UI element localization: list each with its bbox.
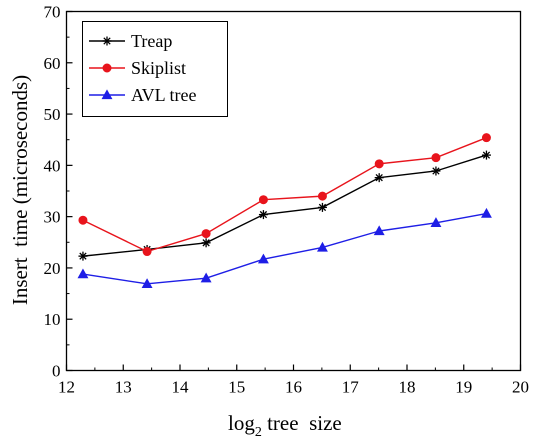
data-point-treap bbox=[481, 150, 491, 160]
x-axis-title-rest: tree size bbox=[262, 411, 342, 435]
data-point-skiplist bbox=[481, 133, 491, 143]
data-point-treap bbox=[431, 166, 441, 176]
x-tick-label: 20 bbox=[512, 378, 529, 397]
x-tick-label: 14 bbox=[172, 378, 190, 397]
data-point-avl-tree bbox=[141, 278, 153, 289]
y-tick-label: 40 bbox=[44, 156, 61, 175]
x-tick-label: 13 bbox=[115, 378, 132, 397]
data-point-skiplist bbox=[374, 159, 384, 169]
legend: Treap Skiplist AVL tree bbox=[82, 21, 228, 117]
data-point-avl-tree bbox=[200, 272, 212, 283]
y-tick-label: 50 bbox=[44, 105, 61, 124]
data-point-treap bbox=[258, 210, 268, 220]
data-point-skiplist bbox=[78, 215, 88, 225]
data-point-treap bbox=[78, 251, 88, 261]
data-point-skiplist bbox=[317, 191, 327, 201]
legend-marker-skiplist bbox=[102, 63, 112, 73]
axes: 12 13 14 15 16 17 18 19 20 0 10 20 30 40 50 60 70 bbox=[44, 3, 530, 397]
data-point-avl-tree bbox=[373, 225, 385, 236]
legend-label-skiplist: Skiplist bbox=[131, 58, 186, 78]
series-line-avl-tree bbox=[82, 212, 487, 285]
data-point-treap bbox=[317, 202, 327, 212]
x-tick-label: 16 bbox=[285, 378, 302, 397]
x-tick-label: 18 bbox=[399, 378, 416, 397]
data-point-skiplist bbox=[142, 247, 152, 257]
series-line-treap bbox=[82, 154, 487, 257]
data-point-treap bbox=[374, 173, 384, 183]
y-tick-label: 30 bbox=[44, 208, 61, 227]
y-tick-label: 0 bbox=[52, 362, 61, 381]
y-tick-label: 10 bbox=[44, 310, 61, 329]
data-point-avl-tree bbox=[430, 217, 442, 227]
data-point-skiplist bbox=[201, 229, 211, 239]
data-point-skiplist bbox=[431, 153, 441, 163]
legend-label-treap: Treap bbox=[131, 31, 172, 51]
x-tick-label: 12 bbox=[58, 378, 75, 397]
y-tick-label: 60 bbox=[44, 54, 61, 73]
data-point-avl-tree bbox=[77, 268, 89, 279]
x-tick-label: 19 bbox=[455, 378, 472, 397]
legend-marker-treap bbox=[102, 36, 112, 46]
legend-marker-avl-tree bbox=[101, 89, 113, 100]
x-axis-title: log2 tree size bbox=[228, 411, 342, 440]
x-axis-title-main: log bbox=[228, 411, 255, 435]
y-axis-title: Insert time (microseconds) bbox=[8, 75, 32, 305]
data-point-avl-tree bbox=[257, 253, 269, 264]
x-tick-label: 17 bbox=[342, 378, 360, 397]
data-point-avl-tree bbox=[316, 241, 328, 252]
x-axis-title-subscript: 2 bbox=[255, 425, 262, 440]
data-point-treap bbox=[201, 238, 211, 248]
data-point-skiplist bbox=[258, 195, 268, 205]
chart-marks bbox=[77, 133, 492, 289]
y-tick-label: 20 bbox=[44, 259, 61, 278]
x-tick-label: 15 bbox=[228, 378, 245, 397]
series-line-skiplist bbox=[82, 137, 487, 253]
legend-label-avl-tree: AVL tree bbox=[131, 85, 196, 105]
y-tick-label: 70 bbox=[44, 3, 61, 22]
legend-items: Treap Skiplist AVL tree bbox=[89, 31, 196, 105]
data-point-avl-tree bbox=[481, 207, 492, 218]
